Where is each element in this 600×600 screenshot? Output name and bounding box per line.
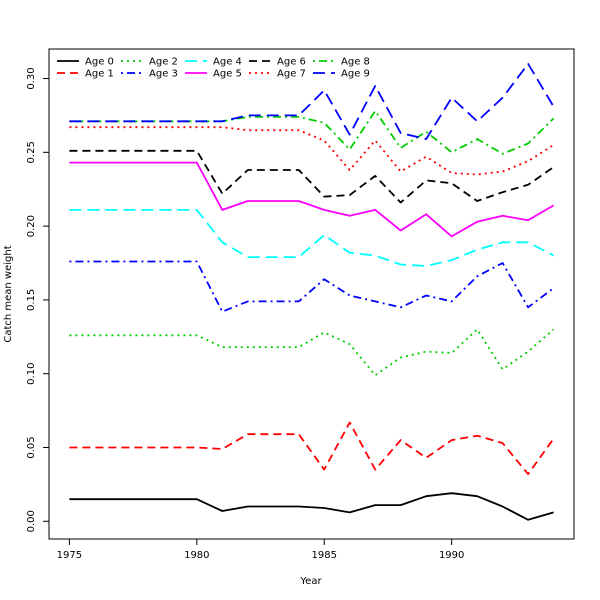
series-line-age-1 [69, 421, 555, 476]
series-line-age-7 [69, 126, 555, 176]
y-axis-title: Catch mean weight [3, 245, 14, 342]
legend-label: Age 5 [213, 69, 242, 80]
legend-label: Age 7 [277, 69, 306, 80]
y-tick-label: 0.00 [26, 510, 37, 532]
y-tick-label: 0.20 [26, 215, 37, 237]
series-line-age-3 [69, 260, 555, 313]
legend-label: Age 0 [85, 57, 114, 68]
legend-label: Age 1 [85, 69, 114, 80]
x-axis-title: Year [299, 576, 322, 587]
series-line-age-9 [69, 62, 555, 140]
series-layer [69, 62, 555, 521]
x-tick-label: 1985 [312, 550, 337, 561]
series-line-age-6 [69, 149, 555, 204]
y-tick-label: 0.15 [26, 289, 37, 311]
series-line-age-5 [69, 161, 555, 238]
legend-label: Age 8 [341, 57, 370, 68]
x-tick-label: 1980 [184, 550, 209, 561]
y-axis: 0.00 0.05 0.10 0.15 0.20 0.25 0.30 [26, 67, 50, 532]
series-line-age-0 [69, 492, 554, 521]
x-tick-label: 1975 [57, 550, 82, 561]
series-line-age-4 [69, 208, 555, 267]
y-tick-label: 0.05 [26, 436, 37, 458]
legend-label: Age 4 [213, 57, 242, 68]
legend-label: Age 6 [277, 57, 306, 68]
x-tick-label: 1990 [439, 550, 464, 561]
y-tick-label: 0.25 [26, 141, 37, 163]
legend-label: Age 2 [149, 57, 178, 68]
y-tick-label: 0.10 [26, 363, 37, 385]
series-line-age-2 [69, 328, 555, 377]
x-axis: 1975 1980 1985 1990 [57, 538, 464, 561]
legend-label: Age 3 [149, 69, 178, 80]
y-tick-label: 0.30 [26, 67, 37, 89]
legend-label: Age 9 [341, 69, 370, 80]
plot-frame [48, 48, 575, 540]
